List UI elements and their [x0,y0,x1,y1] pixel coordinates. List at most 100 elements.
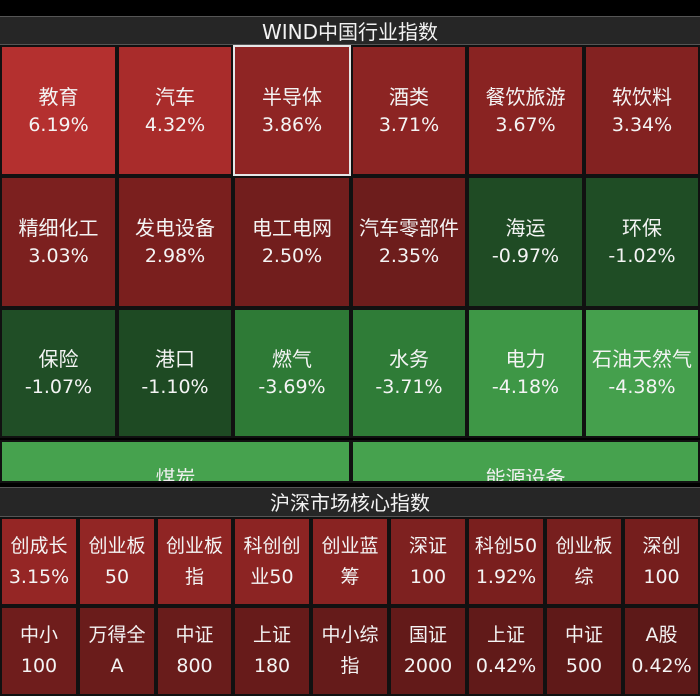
core-index-name: 深证 [408,534,447,557]
core-index-cell[interactable]: 深证 100 [389,517,467,606]
industry-tile[interactable]: 环保 -1.02% [584,176,700,308]
industry-tile[interactable]: 餐饮旅游 3.67% [467,45,584,176]
industry-tile-partial[interactable]: 能源设备 [351,440,700,483]
core-index-cell[interactable]: A股 0.42% [623,606,700,696]
core-index-value: 筹 [340,565,360,588]
core-index-name: 万得全 [88,624,146,646]
core-index-cell[interactable]: 深创 100 [623,517,700,606]
industry-tile-change: -3.71% [375,376,443,398]
industry-tile[interactable]: 发电设备 2.98% [117,176,233,308]
industry-tile-name: 汽车零部件 [359,216,459,240]
core-index-value: 180 [253,655,291,677]
industry-tile-change: 3.67% [495,113,556,136]
industry-tile[interactable]: 精细化工 3.03% [0,176,117,308]
core-index-cell[interactable]: 中小 100 [0,606,78,696]
industry-tile-change: -0.97% [491,245,560,267]
core-index-cell[interactable]: 上证 0.42% [467,606,545,696]
core-index-name: 深创 [642,534,681,557]
core-index-name: 上证 [486,624,525,646]
core-index-cell[interactable]: 中小综指 [311,606,389,696]
core-index-value: 指 [184,565,204,588]
industry-tile[interactable]: 港口 -1.10% [117,308,233,438]
industry-tile[interactable]: 电力 -4.18% [467,308,584,438]
core-index-name: 中证 [175,624,214,646]
industry-tile-change: -1.02% [608,245,676,267]
industry-tile-name: 汽车 [155,84,195,109]
industry-tile[interactable]: 酒类 3.71% [351,45,467,176]
industry-tile-name: 能源设备 [485,466,566,483]
industry-tile-name: 燃气 [272,347,312,371]
industry-tile-change: 3.86% [261,113,323,136]
core-index-cell[interactable]: 上证 180 [233,606,311,696]
core-index-cell[interactable]: 创业蓝筹 [311,517,389,606]
industry-tile-change: 2.98% [144,245,206,267]
core-index-name: 创业板 [555,534,613,557]
core-index-value: 500 [565,655,603,677]
industry-tile[interactable]: 教育 6.19% [0,45,117,176]
core-index-cell[interactable]: 创成长 3.15% [0,517,78,606]
core-index-cell[interactable]: 创业板综 [545,517,623,606]
core-index-name: 中证 [564,624,603,646]
industry-tile-name: 精细化工 [18,216,99,240]
industry-tile-name: 石油天然气 [592,347,692,371]
core-index-value: 100 [643,565,680,588]
core-index-name: 创业蓝 [321,534,379,557]
industry-tile-name: 煤炭 [155,466,196,483]
industry-tile-name: 酒类 [389,84,429,109]
core-index-name: 创业板 [88,534,146,557]
industry-tile-name: 电力 [505,347,546,371]
industry-tile-change: 2.35% [378,245,440,267]
top-strip [0,0,700,16]
core-index-name: 上证 [252,624,291,646]
core-index-cell[interactable]: 创业板指 [156,517,233,606]
core-index-cell[interactable]: 科创创 业50 [233,517,311,606]
industry-tile[interactable]: 汽车零部件 2.35% [351,176,467,308]
core-index-title: 沪深市场核心指数 [0,487,700,517]
core-index-value: 50 [104,565,130,588]
industry-tile-change: 3.71% [378,113,440,136]
core-index-cell[interactable]: 国证 2000 [389,606,467,696]
industry-tile-change: -1.10% [141,376,209,398]
industry-tile-name: 电工电网 [252,216,332,240]
core-index-cell[interactable]: 中证 800 [156,606,233,696]
core-index-cell[interactable]: 科创50 1.92% [467,517,545,606]
industry-tile-name: 发电设备 [135,216,215,240]
core-index-name: 国证 [408,624,447,646]
core-index-value: 800 [176,655,213,677]
industry-tile-name: 教育 [38,84,79,109]
industry-tile-name: 半导体 [262,84,322,109]
industry-tile[interactable]: 燃气 -3.69% [233,308,351,438]
industry-tile-partial[interactable]: 煤炭 [0,440,351,483]
industry-tile-change: -4.18% [491,376,560,398]
industry-index-title: WIND中国行业指数 [0,16,700,45]
core-index-value: A [110,655,124,677]
industry-tile-name: 环保 [622,216,662,240]
core-index-name: 科创50 [474,534,538,557]
industry-tile-change: 3.03% [28,245,89,267]
industry-tile[interactable]: 保险 -1.07% [0,308,117,438]
core-index-value: 0.42% [631,655,692,677]
industry-tile[interactable]: 海运 -0.97% [467,176,584,308]
industry-tile[interactable]: 水务 -3.71% [351,308,467,438]
core-index-cell[interactable]: 创业板 50 [78,517,156,606]
industry-tile[interactable]: 石油天然气 -4.38% [584,308,700,438]
core-index-cell[interactable]: 中证 500 [545,606,623,696]
industry-tile[interactable]: 软饮料 3.34% [584,45,700,176]
industry-tile[interactable]: 电工电网 2.50% [233,176,351,308]
industry-tile-name: 港口 [155,347,195,371]
core-index-name: 创成长 [10,534,68,557]
core-index-cell[interactable]: 万得全 A [78,606,156,696]
industry-tile[interactable]: 汽车 4.32% [117,45,233,176]
core-index-value: 100 [409,565,447,588]
core-index-name: 中小 [19,624,58,646]
core-index-value: 0.42% [475,655,537,677]
industry-tile[interactable]: 半导体 3.86% [233,45,351,176]
industry-tile-name: 餐饮旅游 [485,84,566,109]
industry-tile-change: 6.19% [28,113,89,136]
industry-tile-change: 4.32% [144,113,206,136]
industry-tile-change: -3.69% [258,376,326,398]
core-index-value: 2000 [403,655,453,677]
core-index-name: 科创创 [243,534,301,557]
industry-heatmap: 教育 6.19% 汽车 4.32% 半导体 3.86% 酒类 3.71% 餐饮旅游 3.67% 软饮… [0,45,700,438]
core-index-name: A股 [645,624,678,646]
